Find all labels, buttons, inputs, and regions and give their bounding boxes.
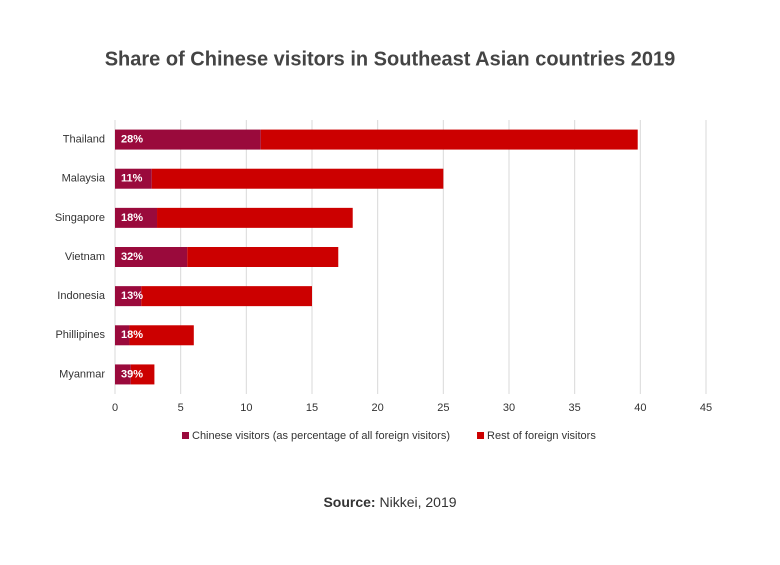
share-label: 13% — [121, 290, 143, 302]
x-tick-label: 45 — [700, 402, 712, 414]
x-tick-label: 30 — [503, 402, 515, 414]
bar-segment — [115, 364, 131, 385]
bar-segment — [115, 207, 158, 228]
legend-swatch — [477, 432, 485, 439]
bar-segment — [115, 168, 152, 189]
x-tick-label: 35 — [569, 402, 581, 414]
y-tick-label: Phillipines — [55, 329, 105, 341]
x-tick-label: 20 — [372, 402, 384, 414]
y-tick-label: Myanmar — [59, 368, 105, 380]
share-label: 28% — [121, 133, 143, 145]
bar-segment — [129, 325, 194, 346]
bar-segment — [157, 207, 353, 228]
bar-segment — [115, 325, 130, 346]
x-tick-label: 25 — [437, 402, 449, 414]
legend-label: Chinese visitors (as percentage of all f… — [192, 430, 450, 442]
y-tick-label: Indonesia — [57, 290, 106, 302]
x-tick-label: 15 — [306, 402, 318, 414]
x-tick-label: 10 — [240, 402, 252, 414]
y-tick-label: Vietnam — [65, 251, 105, 263]
bar-segment — [115, 129, 261, 150]
bar-segment — [130, 364, 155, 385]
bar-segment — [115, 247, 188, 267]
x-tick-label: 5 — [178, 402, 184, 414]
share-label: 11% — [121, 173, 143, 185]
x-tick-label: 0 — [112, 402, 118, 414]
chart-title: Share of Chinese visitors in Southeast A… — [105, 48, 676, 70]
bar-segment — [260, 129, 638, 150]
source-label: Source: — [323, 494, 375, 510]
share-label: 32% — [121, 251, 143, 263]
source: Source: Nikkei, 2019 — [323, 494, 456, 510]
legend-label: Rest of foreign visitors — [487, 430, 596, 442]
share-label: 39% — [121, 368, 143, 380]
y-tick-label: Singapore — [55, 212, 105, 224]
bar-segment — [187, 247, 339, 267]
bar-segment — [141, 286, 312, 307]
bar-segment — [115, 286, 142, 307]
y-tick-label: Thailand — [63, 133, 105, 145]
share-label: 18% — [121, 212, 143, 224]
source-text: Nikkei, 2019 — [379, 494, 456, 510]
bar-segment — [151, 168, 444, 189]
share-label: 18% — [121, 329, 143, 341]
y-tick-label: Malaysia — [62, 173, 106, 185]
x-tick-label: 40 — [634, 402, 646, 414]
legend-swatch — [182, 432, 189, 439]
